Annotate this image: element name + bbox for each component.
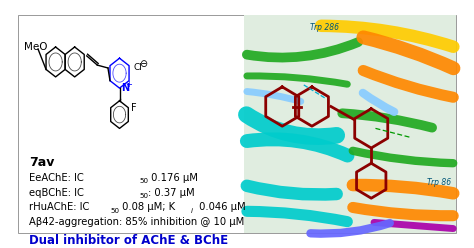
FancyArrowPatch shape bbox=[247, 186, 337, 194]
Text: N: N bbox=[121, 83, 129, 93]
FancyArrowPatch shape bbox=[247, 42, 358, 58]
FancyArrowPatch shape bbox=[247, 139, 347, 155]
FancyArrowPatch shape bbox=[321, 26, 453, 47]
FancyArrowPatch shape bbox=[310, 223, 390, 234]
FancyArrowPatch shape bbox=[364, 37, 454, 68]
FancyArrowPatch shape bbox=[342, 113, 432, 128]
Text: 0.08 μM; K: 0.08 μM; K bbox=[119, 202, 175, 212]
Text: 50: 50 bbox=[110, 208, 119, 214]
Text: 0.176 μM: 0.176 μM bbox=[148, 173, 198, 183]
Bar bbox=[18, 15, 456, 233]
FancyArrowPatch shape bbox=[247, 92, 301, 101]
FancyArrowPatch shape bbox=[246, 115, 337, 137]
Text: ⊖: ⊖ bbox=[139, 59, 147, 69]
Text: EeAChE: IC: EeAChE: IC bbox=[29, 173, 84, 183]
Text: Trp 86: Trp 86 bbox=[427, 178, 451, 187]
FancyArrowPatch shape bbox=[353, 185, 453, 193]
Text: Trp 286: Trp 286 bbox=[310, 23, 339, 32]
Text: rHuAChE: IC: rHuAChE: IC bbox=[29, 202, 90, 212]
Text: eqBChE: IC: eqBChE: IC bbox=[29, 187, 84, 198]
FancyArrowPatch shape bbox=[247, 76, 347, 84]
Text: F: F bbox=[131, 103, 137, 113]
FancyArrowPatch shape bbox=[353, 151, 453, 163]
Text: 7av: 7av bbox=[29, 156, 55, 169]
Text: 50: 50 bbox=[140, 193, 149, 199]
FancyArrowPatch shape bbox=[363, 70, 453, 97]
FancyArrowPatch shape bbox=[247, 211, 347, 222]
Text: +: + bbox=[126, 80, 132, 89]
FancyArrowPatch shape bbox=[353, 207, 453, 216]
Bar bbox=[244, 15, 456, 233]
Text: MeO: MeO bbox=[24, 42, 47, 52]
FancyArrowPatch shape bbox=[363, 93, 394, 112]
Text: 50: 50 bbox=[140, 178, 149, 184]
Text: Aβ42-aggregation: 85% inhibition @ 10 μM: Aβ42-aggregation: 85% inhibition @ 10 μM bbox=[29, 217, 244, 227]
Text: Cl: Cl bbox=[133, 63, 142, 72]
Text: i: i bbox=[191, 208, 193, 214]
Text: : 0.37 μM: : 0.37 μM bbox=[148, 187, 195, 198]
FancyArrowPatch shape bbox=[374, 222, 453, 229]
Text: 0.046 μM: 0.046 μM bbox=[197, 202, 246, 212]
Text: Dual inhibitor of AChE & BChE: Dual inhibitor of AChE & BChE bbox=[29, 234, 228, 247]
